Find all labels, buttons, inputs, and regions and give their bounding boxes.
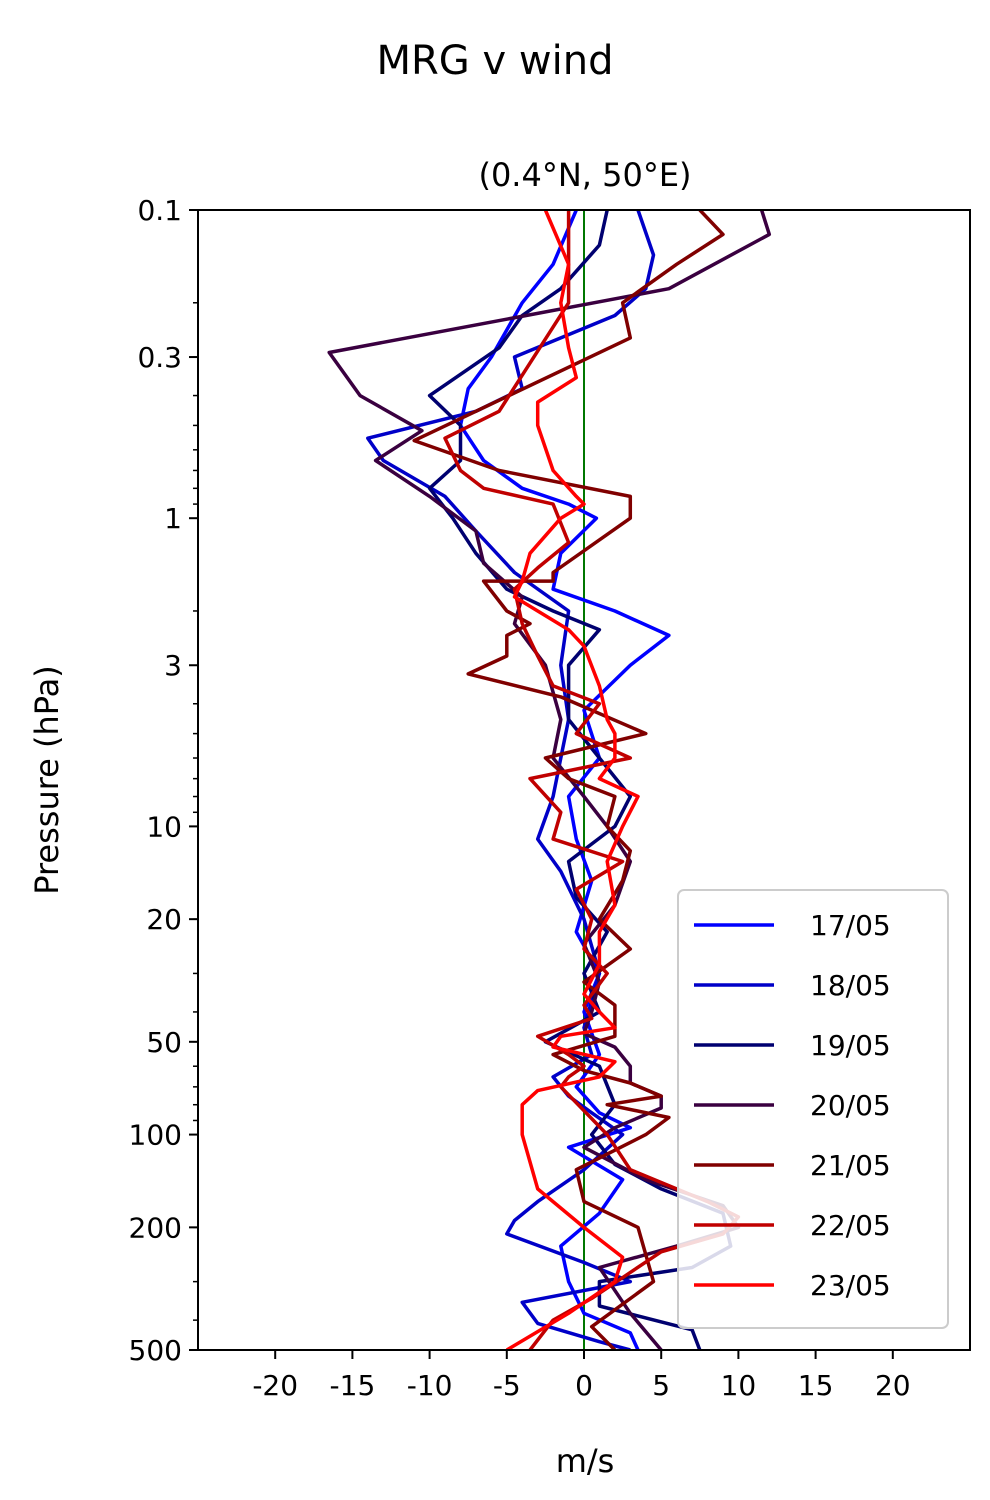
x-tick-label: -15 bbox=[330, 1369, 376, 1402]
x-tick-label: -20 bbox=[252, 1369, 298, 1402]
legend-label: 19/05 bbox=[810, 1029, 891, 1062]
y-tick-label: 0.3 bbox=[137, 341, 182, 374]
y-tick-label: 100 bbox=[129, 1119, 182, 1152]
x-tick-label: -10 bbox=[407, 1369, 453, 1402]
y-tick-label: 20 bbox=[146, 903, 182, 936]
x-tick-label: 15 bbox=[798, 1369, 834, 1402]
x-tick-label: 0 bbox=[575, 1369, 593, 1402]
series-layer bbox=[327, 210, 772, 1350]
y-tick-label: 10 bbox=[146, 810, 182, 843]
legend-label: 18/05 bbox=[810, 969, 891, 1002]
x-axis-label: m/s bbox=[556, 1442, 615, 1480]
legend-label: 22/05 bbox=[810, 1209, 891, 1242]
y-tick-label: 1 bbox=[164, 502, 182, 535]
y-tick-label: 3 bbox=[164, 649, 182, 682]
axes-layer: -20 -15 -10 -5 0 5 10 15 20 0.1 0.3 1 3 10 20 50 100 200 5… bbox=[129, 194, 971, 1402]
legend-label: 20/05 bbox=[810, 1089, 891, 1122]
legend-label: 23/05 bbox=[810, 1269, 891, 1302]
chart-suptitle: MRG v wind bbox=[377, 38, 614, 84]
series-line-23-05 bbox=[505, 210, 640, 1350]
x-tick-label: 10 bbox=[721, 1369, 757, 1402]
y-axis-label: Pressure (hPa) bbox=[28, 665, 66, 895]
y-tick-label: 200 bbox=[129, 1211, 182, 1244]
legend: 17/05 18/05 19/05 20/05 21/05 22/05 23/05 bbox=[677, 889, 949, 1329]
series-line-18-05 bbox=[366, 210, 656, 1350]
y-tick-label: 500 bbox=[129, 1334, 182, 1367]
series-line-21-05 bbox=[412, 210, 725, 1350]
y-tick-label: 50 bbox=[146, 1026, 182, 1059]
y-tick-label: 0.1 bbox=[137, 194, 182, 227]
legend-label: 17/05 bbox=[810, 909, 891, 942]
legend-frame bbox=[677, 889, 949, 1329]
chart-title: (0.4°N, 50°E) bbox=[478, 156, 691, 194]
x-tick-label: -5 bbox=[493, 1369, 521, 1402]
x-tick-label: 20 bbox=[875, 1369, 911, 1402]
x-tick-label: 5 bbox=[652, 1369, 670, 1402]
legend-label: 21/05 bbox=[810, 1149, 891, 1182]
series-line-17-05 bbox=[458, 210, 671, 1350]
